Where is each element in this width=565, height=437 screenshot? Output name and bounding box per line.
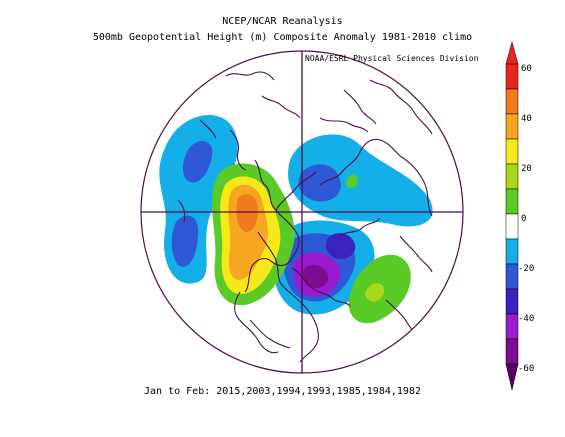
colorbar-band [505,88,519,115]
colorbar-band [505,338,519,365]
colorbar-top-arrow [505,41,519,65]
anomaly-pacific-negative-core-2 [171,215,199,267]
colorbar-label-0: 0 [521,214,527,224]
credit-label: NOAA/ESRL Physical Sciences Division [305,54,479,63]
map-boundary [140,50,464,374]
colorbar-label-minus-40: -40 [518,314,535,324]
anomaly-arctic-negative-core [298,164,341,202]
anomaly-northamerica-negative-max [302,264,329,289]
colorbar-band [505,188,519,215]
title-line-1: NCEP/NCAR Reanalysis [222,16,343,27]
colorbar-band [505,263,519,290]
colorbar-band [505,63,519,90]
anomaly-atlantic-positive-core [365,283,385,302]
anomaly-field [159,114,433,324]
colorbar-label-20: 20 [521,164,532,174]
coastlines [141,51,463,373]
colorbar-band [505,313,519,340]
colorbar-band [505,113,519,140]
anomaly-alaska-positive-core [236,194,258,232]
colorbar-band [505,238,519,265]
colorbar-band [505,138,519,165]
colorbar-label-40: 40 [521,114,532,124]
colorbar-bottom-arrow [505,363,519,391]
anomaly-pacific-negative-core [183,140,213,183]
colorbar-band [505,163,519,190]
colorbar-label-minus-60: -60 [518,364,535,374]
colorbar-label-minus-20: -20 [518,264,535,274]
title-line-2: 500mb Geopotential Height (m) Composite … [92,32,473,43]
colorbar-band [505,288,519,315]
anomaly-arctic-negative [288,134,433,227]
anomaly-greenland-negative [326,233,356,260]
anomaly-siberia-positive [345,174,358,189]
colorbar-label-60: 60 [521,64,532,74]
composite-period: Jan to Feb: 2015,2003,1994,1993,1985,198… [144,386,421,397]
colorbar-band [505,213,519,240]
